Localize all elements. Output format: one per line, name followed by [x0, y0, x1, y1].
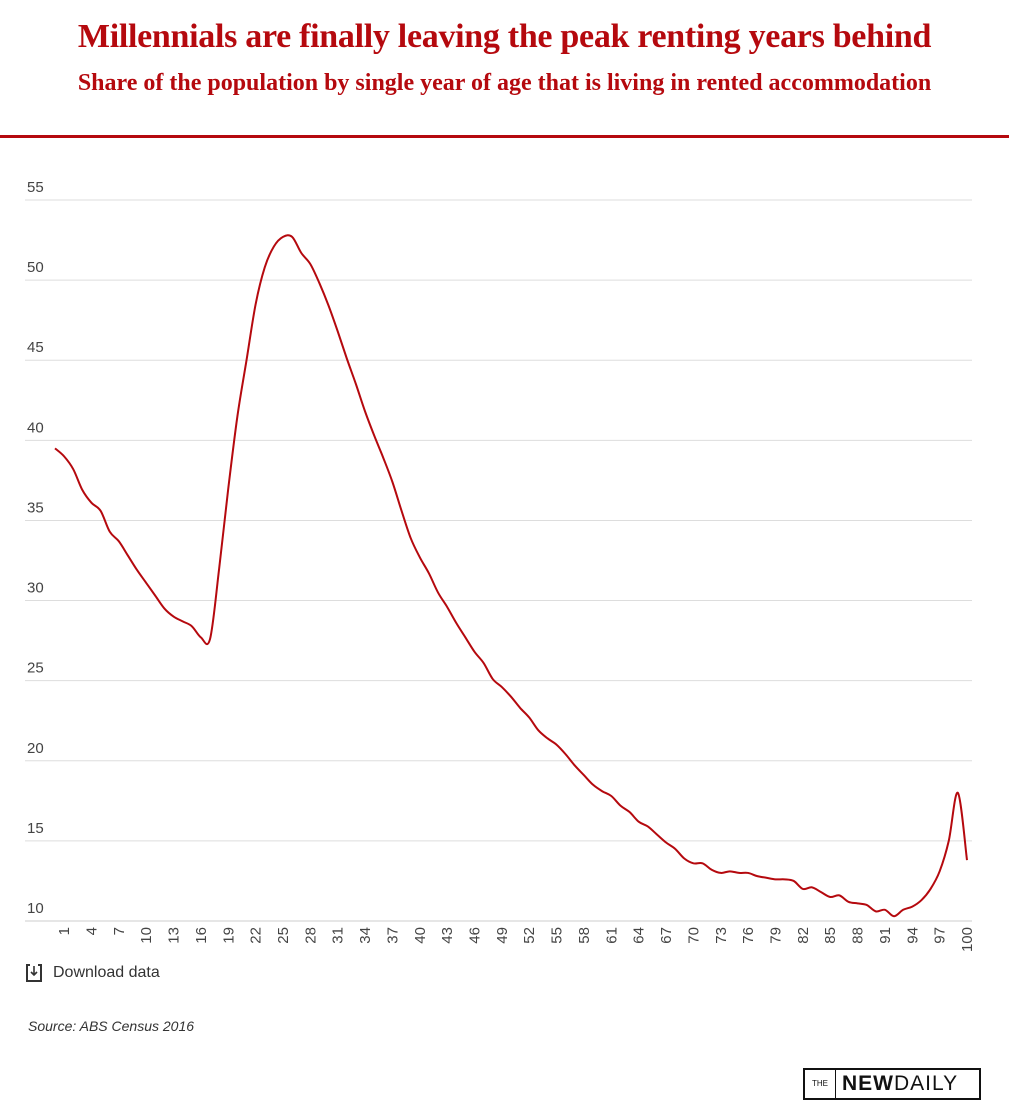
x-tick-label: 94 — [904, 927, 921, 944]
y-tick-label: 10 — [27, 900, 44, 917]
x-tick-label: 49 — [494, 927, 511, 944]
x-tick-label: 67 — [658, 927, 675, 944]
x-tick-label: 61 — [603, 927, 620, 944]
chart-title: Millennials are finally leaving the peak… — [77, 18, 932, 55]
x-tick-label: 70 — [685, 927, 702, 944]
y-tick-label: 25 — [27, 660, 44, 677]
y-tick-label: 15 — [27, 820, 44, 837]
download-data-button[interactable]: Download data — [25, 963, 160, 983]
x-tick-label: 7 — [111, 927, 128, 935]
line-chart: 10 15 20 25 30 35 40 45 50 55 1 4 7 10 13 16 19 22 25 28 31 3… — [25, 179, 976, 952]
newdaily-logo: THE NEWDAILY — [803, 1068, 981, 1100]
x-tick-label: 37 — [384, 927, 401, 944]
x-tick-label: 16 — [193, 927, 210, 944]
y-tick-label: 30 — [27, 580, 44, 597]
x-tick-label: 1 — [56, 927, 73, 935]
x-tick-label: 91 — [877, 927, 894, 944]
x-tick-label: 22 — [248, 927, 265, 944]
y-tick-label: 35 — [27, 499, 44, 516]
y-tick-label: 40 — [27, 419, 44, 436]
x-tick-label: 4 — [83, 927, 100, 935]
y-tick-label: 20 — [27, 740, 44, 757]
x-tick-label: 85 — [822, 927, 839, 944]
x-tick-label: 10 — [138, 927, 155, 944]
x-tick-label: 73 — [713, 927, 730, 944]
x-tick-label: 31 — [330, 927, 347, 944]
x-tick-label: 55 — [549, 927, 566, 944]
series-line — [54, 234, 968, 918]
x-tick-label: 25 — [275, 927, 292, 944]
x-tick-label: 76 — [740, 927, 757, 944]
x-tick-label: 19 — [220, 927, 237, 944]
source-note: Source: ABS Census 2016 — [28, 1018, 195, 1034]
download-data-label: Download data — [53, 964, 160, 981]
x-tick-label: 58 — [576, 927, 593, 944]
x-tick-label: 46 — [467, 927, 484, 944]
header-divider — [0, 135, 1009, 138]
x-tick-label: 34 — [357, 927, 374, 944]
x-tick-label: 79 — [767, 927, 784, 944]
x-tick-label: 40 — [412, 927, 429, 944]
y-tick-label: 55 — [27, 179, 44, 196]
x-tick-label: 100 — [959, 927, 976, 952]
x-tick-label: 64 — [631, 927, 648, 944]
x-tick-label: 28 — [302, 927, 319, 944]
y-tick-label: 45 — [27, 339, 44, 356]
chart-subtitle: Share of the population by single year o… — [77, 70, 932, 96]
x-tick-label: 97 — [932, 927, 949, 944]
y-tick-label: 50 — [27, 259, 44, 276]
x-tick-label: 43 — [439, 927, 456, 944]
x-tick-label: 88 — [850, 927, 867, 944]
x-tick-label: 52 — [521, 927, 538, 944]
download-icon — [26, 964, 42, 982]
x-tick-label: 13 — [166, 927, 183, 944]
x-tick-label: 82 — [795, 927, 812, 944]
